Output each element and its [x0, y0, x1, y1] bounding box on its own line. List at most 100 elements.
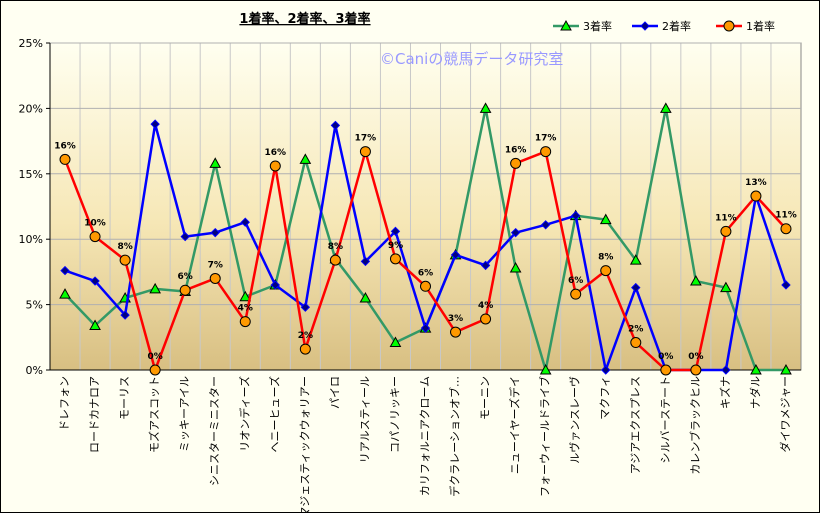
data-point: [300, 302, 311, 312]
data-point: [59, 288, 71, 299]
data-point: [90, 276, 100, 286]
y-tick-label: 25%: [19, 37, 43, 50]
data-point: [299, 343, 311, 355]
data-point: [630, 337, 642, 349]
series-1着率: 16% 10% 8% 0% 6% 7% 4% 16% 2% 8% 17% 9% 6% 3% 4% 16% 17%…: [54, 134, 797, 376]
data-point: [359, 146, 371, 158]
x-tick-label: ヘニーヒューズ: [267, 376, 281, 452]
data-point: [150, 119, 160, 129]
data-label: 3%: [448, 314, 463, 324]
watermark: ©Caniの競馬データ研究室: [380, 50, 563, 68]
data-point: [780, 223, 792, 235]
data-point: [149, 282, 161, 294]
data-point: [180, 231, 190, 242]
data-label: 0%: [688, 352, 703, 362]
data-point: [210, 227, 220, 238]
data-point: [59, 153, 71, 165]
data-point: [510, 157, 522, 169]
x-tick-label: シニスターミニスター: [208, 376, 221, 486]
legend-item: 1着率: [716, 19, 775, 33]
x-tick-label: リオンディーズ: [237, 376, 251, 452]
data-point: [540, 146, 552, 158]
x-tick-label: モーニン: [479, 376, 492, 420]
data-point: [359, 292, 372, 303]
x-tick-label: シルバーステート: [659, 376, 672, 463]
x-tick-label: ナダル: [748, 376, 762, 409]
y-tick-label: 0%: [26, 364, 43, 377]
legend-label: 1着率: [746, 19, 775, 33]
y-tick-label: 20%: [19, 102, 43, 115]
data-point: [299, 153, 312, 164]
data-point: [450, 326, 462, 338]
data-point: [269, 160, 281, 172]
data-point: [690, 364, 702, 376]
x-tick-label: カレンブラックヒル: [688, 376, 702, 475]
data-point: [480, 260, 491, 271]
data-point: [120, 310, 130, 320]
x-tick-label: リアルスティール: [358, 376, 371, 463]
data-point: [660, 364, 672, 376]
data-label: 7%: [208, 260, 223, 270]
data-point: [480, 313, 492, 325]
data-point: [420, 323, 431, 333]
data-label: 16%: [54, 141, 76, 151]
data-label: 17%: [355, 134, 377, 144]
data-point: [509, 261, 522, 273]
data-label: 0%: [147, 352, 162, 362]
data-point: [420, 280, 431, 292]
x-tick-label: コパノリッキー: [388, 376, 401, 453]
data-point: [330, 120, 341, 131]
x-tick-label: フォーウィールドライブ: [538, 376, 552, 497]
data-point: [750, 363, 762, 375]
data-point: [629, 254, 642, 265]
data-point: [640, 21, 650, 31]
data-label: 13%: [745, 178, 767, 188]
data-point: [240, 217, 250, 227]
data-label: 4%: [478, 301, 493, 311]
data-point: [690, 275, 702, 286]
data-point: [479, 102, 492, 113]
data-label: 0%: [658, 352, 673, 362]
legend: 3着率 2着率 1着率: [553, 19, 775, 33]
x-tick-label: アジアエクスプレス: [629, 376, 642, 474]
data-label: 16%: [505, 145, 527, 155]
data-label: 9%: [388, 241, 403, 251]
data-point: [659, 102, 672, 113]
data-point: [89, 319, 101, 331]
y-tick-label: 5%: [26, 299, 43, 312]
data-label: 8%: [328, 242, 343, 252]
data-point: [179, 284, 191, 296]
data-label: 17%: [535, 134, 557, 144]
data-point: [389, 253, 401, 265]
data-label: 8%: [117, 242, 132, 252]
data-point: [720, 281, 732, 293]
x-tick-label: ニューイヤーズデイ: [508, 376, 522, 474]
data-point: [570, 210, 581, 221]
x-tick-label: パイロ: [328, 376, 341, 409]
data-point: [270, 280, 281, 290]
data-label: 11%: [775, 211, 797, 221]
data-label: 6%: [568, 276, 583, 286]
x-tick-label: マクフィ: [599, 376, 612, 420]
data-point: [60, 265, 70, 276]
data-point: [631, 282, 641, 293]
x-tick-label: キズナ: [718, 376, 732, 409]
data-point: [239, 316, 251, 328]
data-point: [723, 20, 735, 32]
data-point: [89, 231, 101, 243]
data-label: 2%: [628, 325, 643, 335]
x-tick-label: モーリス: [118, 376, 131, 420]
data-point: [721, 365, 731, 375]
data-point: [209, 272, 221, 284]
data-point: [329, 254, 341, 266]
data-point: [570, 288, 582, 300]
data-point: [601, 365, 611, 375]
x-tick-label: ダイワメジャー: [778, 376, 792, 452]
data-point: [780, 363, 792, 375]
data-label: 8%: [598, 253, 613, 263]
x-tick-label: ドレフォン: [58, 376, 71, 431]
data-label: 16%: [265, 148, 287, 158]
data-point: [599, 213, 612, 225]
data-label: 4%: [238, 304, 253, 314]
